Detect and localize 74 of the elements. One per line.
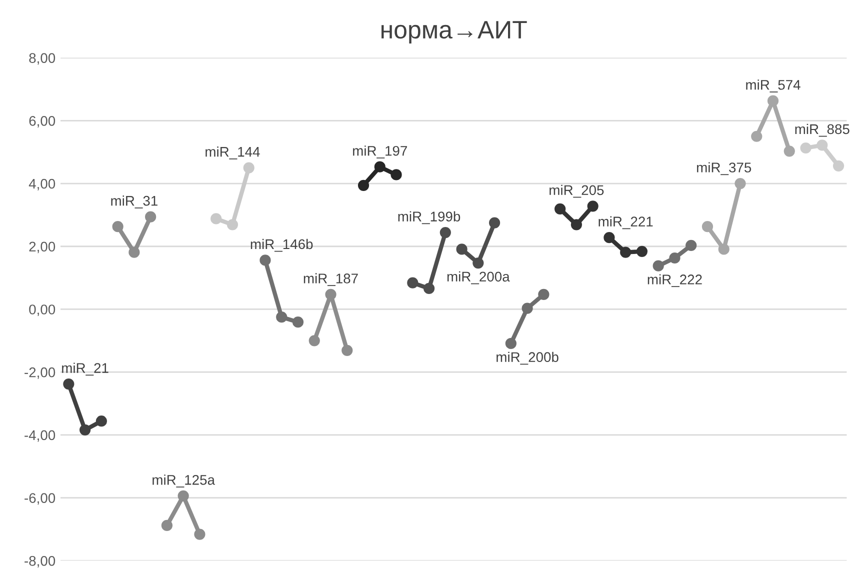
point	[636, 246, 648, 257]
point	[686, 240, 697, 251]
point	[423, 282, 435, 294]
point	[522, 302, 533, 314]
point	[390, 169, 402, 180]
y-tick-label: -2,00	[24, 367, 56, 379]
y-tick-label: -4,00	[24, 430, 56, 442]
series-label: miR_574	[746, 80, 800, 92]
chart-title: норма→АИТ	[382, 21, 527, 44]
point	[800, 142, 812, 154]
point	[79, 424, 91, 436]
point	[620, 246, 632, 258]
point	[161, 520, 173, 532]
point	[210, 213, 222, 224]
point	[718, 244, 730, 255]
series-label: miR_31	[111, 196, 158, 208]
point	[112, 221, 124, 232]
point	[652, 260, 664, 272]
point	[816, 140, 828, 151]
point	[440, 226, 451, 238]
point	[276, 312, 288, 323]
point	[243, 162, 254, 174]
point	[734, 178, 746, 190]
y-tick-label: 2,00	[29, 242, 56, 254]
series-label: miR_200b	[496, 352, 558, 365]
point	[374, 161, 386, 172]
series-label: miR_125a	[152, 474, 215, 488]
series-label: miR_21	[62, 362, 108, 376]
point	[604, 232, 615, 244]
y-tick-label: 8,00	[29, 53, 56, 65]
point	[128, 246, 140, 258]
y-tick-label: 6,00	[29, 116, 56, 128]
point	[145, 211, 156, 222]
y-tick-label: 0,00	[29, 304, 56, 316]
series-label: miR_221	[598, 216, 653, 230]
series-label: miR_885	[795, 124, 850, 137]
point	[570, 219, 582, 230]
point	[832, 160, 844, 172]
point	[226, 219, 238, 230]
point	[751, 130, 762, 142]
point	[178, 490, 189, 502]
series-label: miR_197	[353, 146, 407, 158]
point	[538, 288, 550, 300]
point	[96, 416, 107, 427]
point	[505, 338, 516, 350]
series-label: miR_205	[550, 184, 604, 198]
series-label: miR_200a	[447, 271, 510, 284]
point	[292, 316, 304, 328]
series-label: miR_222	[648, 274, 702, 288]
point	[472, 257, 484, 269]
point	[342, 344, 353, 356]
point	[702, 221, 714, 232]
point	[260, 254, 271, 266]
series-label: miR_146b	[250, 238, 313, 252]
point	[554, 203, 566, 215]
point	[669, 252, 680, 264]
point	[194, 528, 206, 540]
point	[407, 277, 418, 288]
point	[63, 378, 74, 390]
y-tick-label: 4,00	[28, 178, 56, 190]
point	[358, 180, 370, 191]
series-label: miR_199b	[398, 211, 460, 224]
y-tick-label: -6,00	[24, 493, 56, 505]
point	[488, 217, 500, 228]
series-label: miR_187	[304, 273, 358, 286]
point	[784, 146, 795, 157]
series-label: miR_375	[697, 162, 752, 176]
point	[308, 335, 320, 346]
point	[767, 95, 779, 106]
point	[587, 200, 598, 212]
series-label: miR_144	[206, 146, 260, 160]
point	[456, 244, 468, 255]
point	[325, 288, 336, 300]
y-tick-label: -8,00	[24, 556, 56, 568]
